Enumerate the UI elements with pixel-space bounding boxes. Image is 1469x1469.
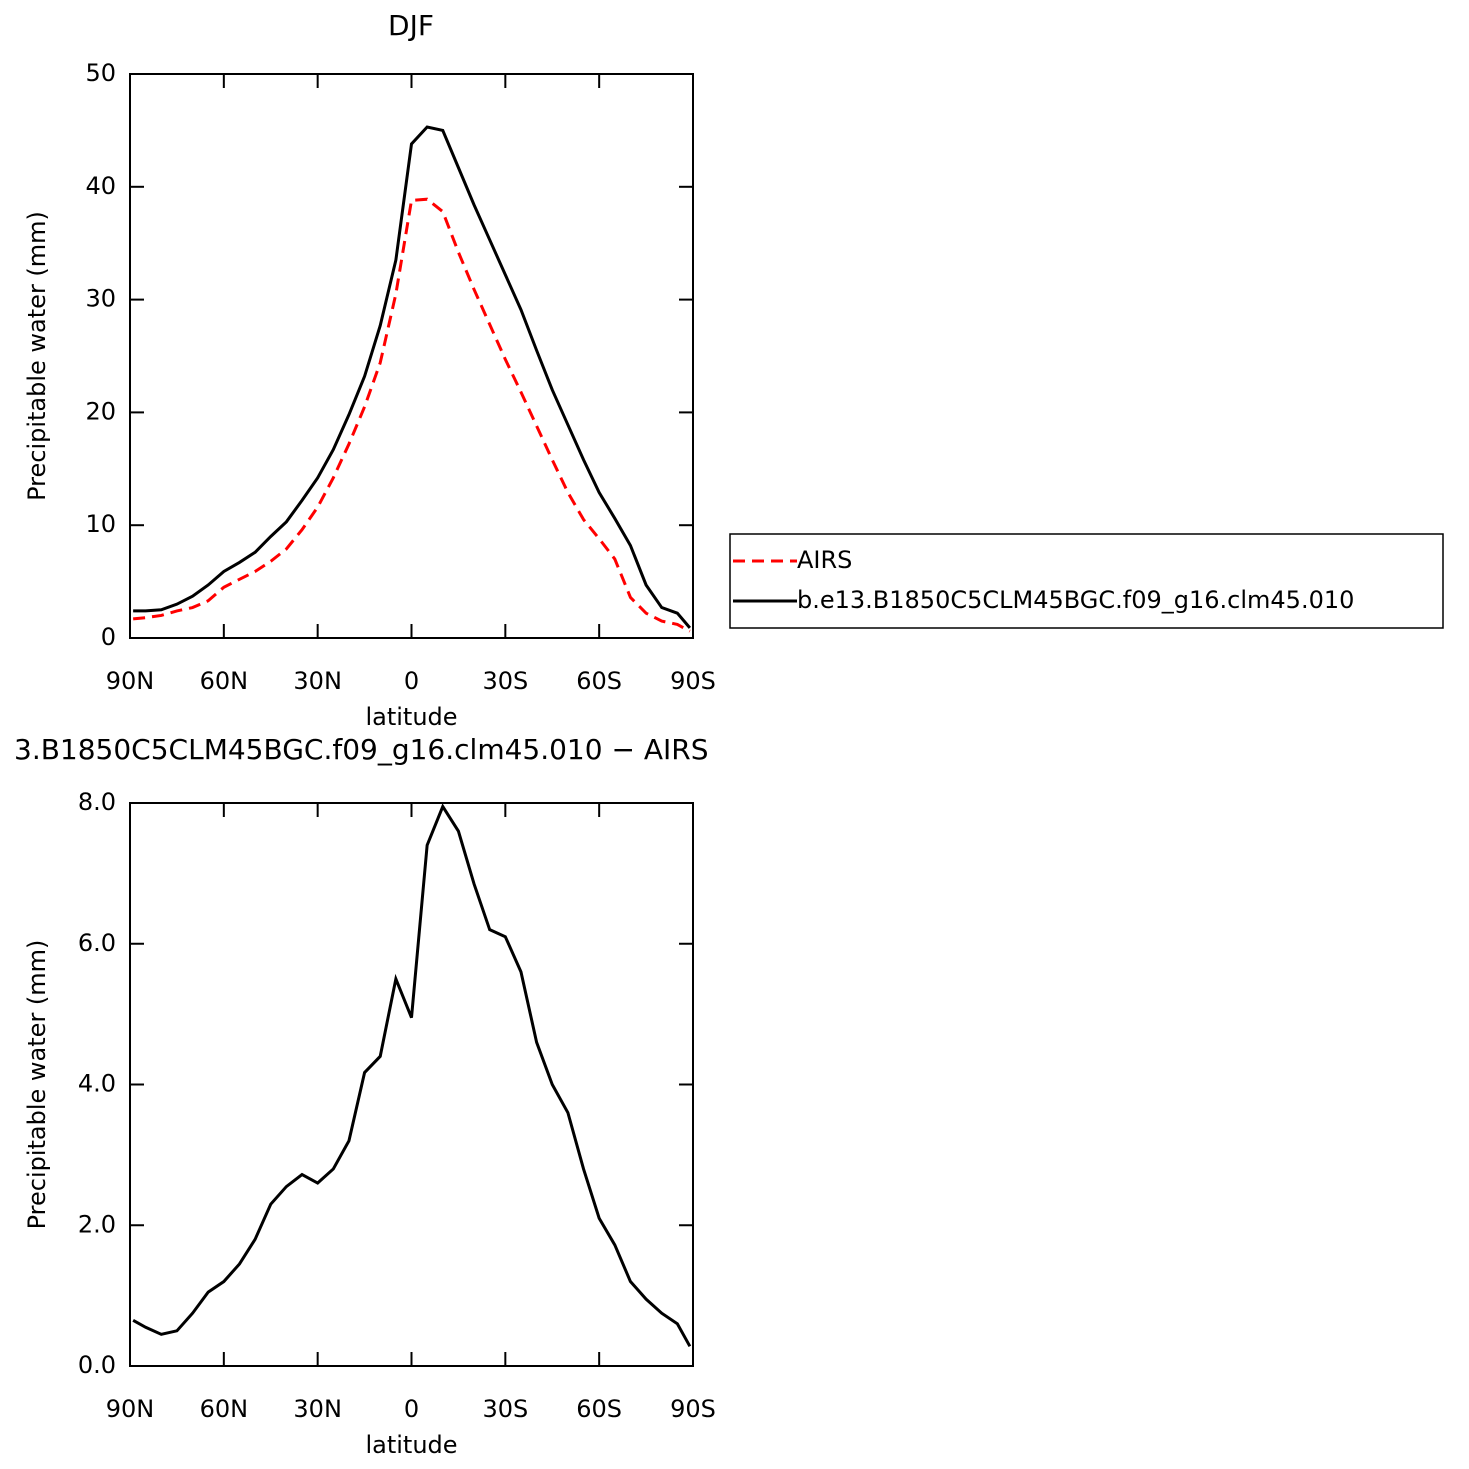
y-tick-label: 50 [85, 59, 116, 87]
x-tick-label: 90S [670, 667, 716, 695]
x-tick-label: 30S [482, 667, 528, 695]
plot-frame [129, 73, 694, 639]
x-tick-label: 30N [293, 667, 342, 695]
data-line [133, 125, 692, 629]
y-tick-label: 10 [85, 510, 116, 538]
x-axis-label: latitude [365, 703, 457, 731]
x-tick-label: 30S [482, 1395, 528, 1423]
y-tick-label: 40 [85, 172, 116, 200]
y-tick-label: 2.0 [78, 1210, 116, 1238]
y-tick-label: 4.0 [78, 1070, 116, 1098]
legend-box [729, 533, 1444, 629]
chart-title: 3.B1850C5CLM45BGC.f09_g16.clm45.010 − AI… [14, 733, 708, 766]
y-tick-label: 20 [85, 397, 116, 425]
y-tick-label: 0.0 [78, 1351, 116, 1379]
y-tick-label: 0 [101, 623, 116, 651]
y-axis-label: Precipitable water (mm) [23, 211, 51, 501]
x-tick-label: 0 [404, 667, 419, 695]
x-tick-label: 60S [576, 1395, 622, 1423]
x-axis-label: latitude [365, 1431, 457, 1459]
x-tick-label: 90N [106, 1395, 155, 1423]
plot-frame [129, 802, 694, 1367]
x-tick-label: 60N [200, 667, 249, 695]
x-tick-label: 60N [200, 1395, 249, 1423]
y-axis-label: Precipitable water (mm) [23, 940, 51, 1230]
y-tick-label: 30 [85, 285, 116, 313]
legend-label: b.e13.B1850C5CLM45BGC.f09_g16.clm45.010 [797, 586, 1354, 614]
x-tick-label: 30N [293, 1395, 342, 1423]
legend-label: AIRS [797, 546, 852, 574]
chart-title: DJF [388, 9, 434, 42]
y-tick-label: 6.0 [78, 929, 116, 957]
x-tick-label: 60S [576, 667, 622, 695]
x-tick-label: 0 [404, 1395, 419, 1423]
y-tick-label: 8.0 [78, 788, 116, 816]
x-tick-label: 90N [106, 667, 155, 695]
data-line [132, 197, 691, 633]
x-tick-label: 90S [670, 1395, 716, 1423]
data-line [132, 803, 692, 1348]
